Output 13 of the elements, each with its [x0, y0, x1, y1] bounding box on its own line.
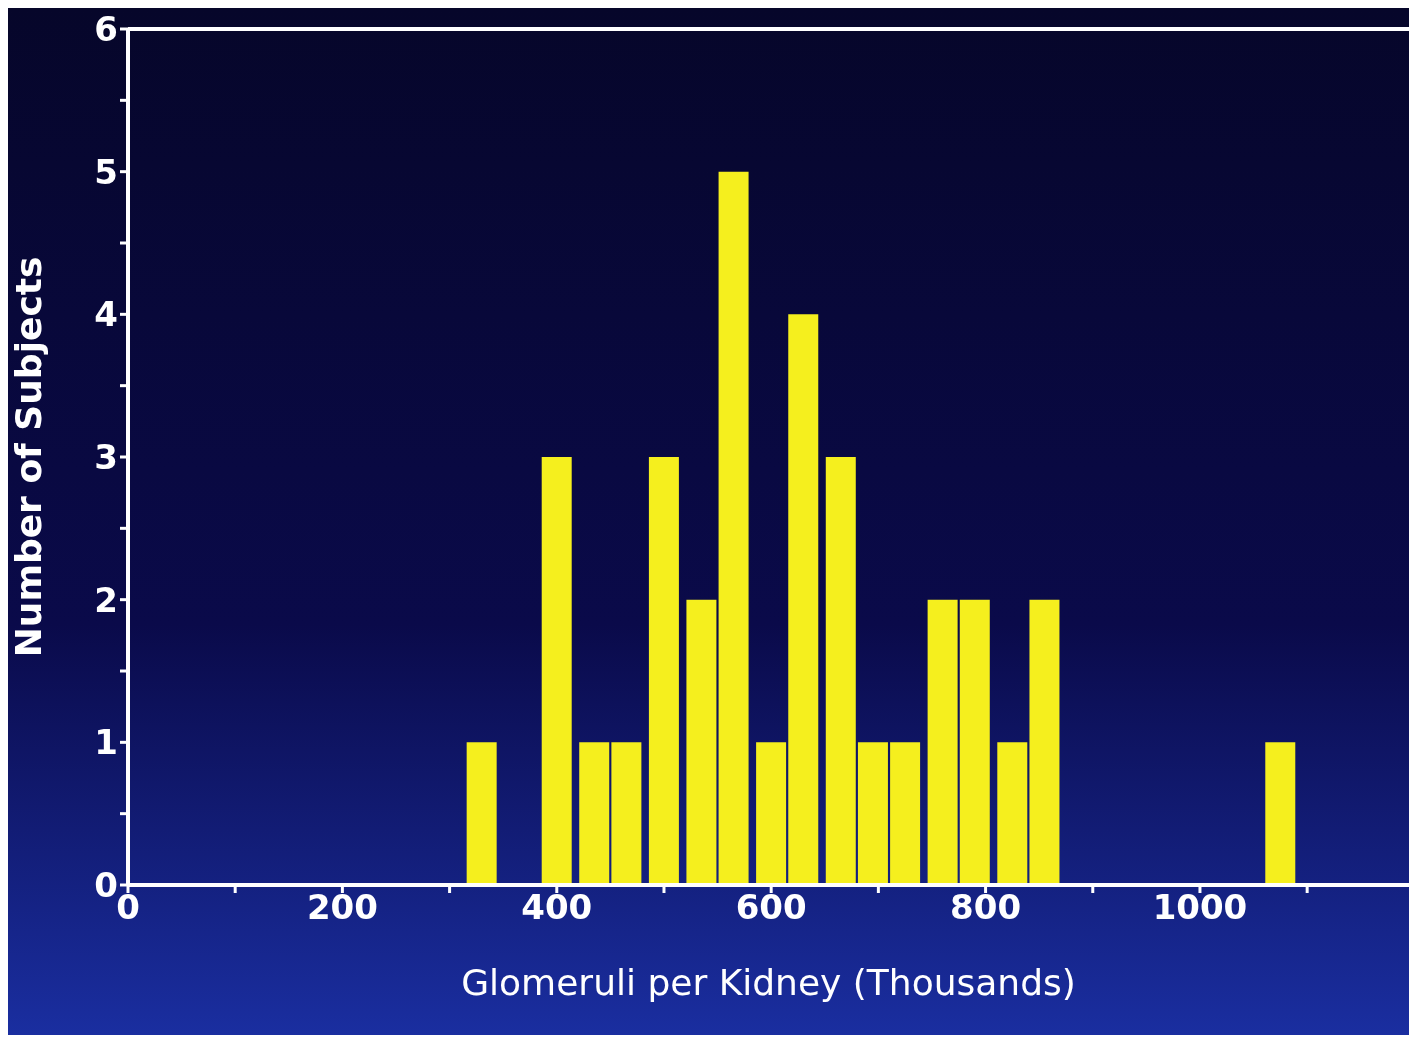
- x-tick-label: 200: [306, 887, 378, 928]
- y-tick-label: 3: [94, 437, 118, 478]
- x-tick-label: 1000: [1152, 887, 1248, 928]
- y-tick-label: 2: [94, 579, 118, 620]
- y-tick-label: 4: [94, 294, 118, 335]
- y-tick-label: 5: [94, 151, 118, 192]
- x-axis-title: Glomeruli per Kidney (Thousands): [461, 962, 1076, 1003]
- x-tick-label: 600: [735, 887, 807, 928]
- x-tick-label: 400: [521, 887, 593, 928]
- x-tick-label: 800: [950, 887, 1022, 928]
- y-axis-title: Number of Subjects: [7, 256, 49, 658]
- y-tick-label: 6: [94, 9, 118, 50]
- y-tick-label: 1: [94, 722, 118, 763]
